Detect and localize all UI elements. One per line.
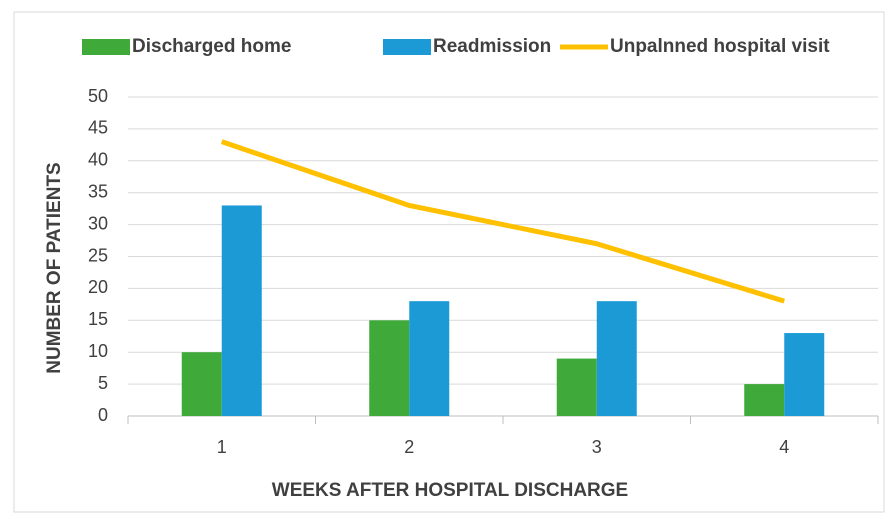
y-tick-label: 40 xyxy=(88,150,108,170)
x-tick-label: 3 xyxy=(592,437,602,457)
y-tick-label: 25 xyxy=(88,245,108,265)
bar xyxy=(784,333,825,416)
y-tick-label: 35 xyxy=(88,181,108,201)
chart-border xyxy=(13,11,885,513)
y-tick-label: 45 xyxy=(88,118,108,138)
y-tick-label: 15 xyxy=(88,309,108,329)
legend-swatch xyxy=(383,39,431,55)
legend-label: Unpalnned hospital visit xyxy=(610,36,830,57)
legend-swatch xyxy=(82,39,130,55)
bar xyxy=(596,301,637,416)
x-tick-label: 4 xyxy=(779,437,789,457)
bar xyxy=(221,205,262,416)
y-tick-label: 30 xyxy=(88,213,108,233)
bar xyxy=(181,352,222,416)
y-tick-label: 0 xyxy=(98,405,108,425)
x-axis-label: WEEKS AFTER HOSPITAL DISCHARGE xyxy=(272,480,628,501)
bar xyxy=(409,301,450,416)
legend-label: Discharged home xyxy=(132,36,291,57)
y-tick-label: 50 xyxy=(88,86,108,106)
line xyxy=(220,139,785,304)
bar xyxy=(556,358,597,416)
y-axis-label: NUMBER OF PATIENTS xyxy=(44,162,65,373)
bar xyxy=(369,320,410,416)
x-tick-label: 2 xyxy=(404,437,414,457)
y-tick-label: 5 xyxy=(98,373,108,393)
x-tick-label: 1 xyxy=(217,437,227,457)
y-tick-label: 10 xyxy=(88,341,108,361)
y-tick-label: 20 xyxy=(88,277,108,297)
legend-label: Readmission xyxy=(433,36,551,57)
bar xyxy=(744,384,785,416)
